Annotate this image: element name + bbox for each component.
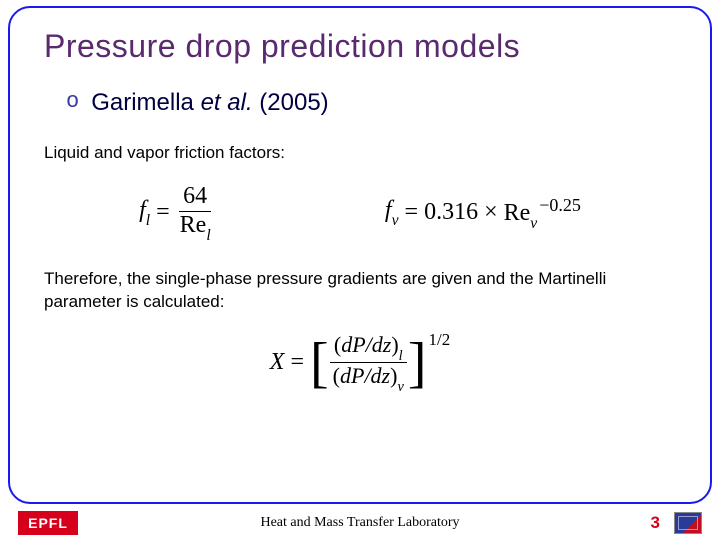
epfl-logo-box: EPFL bbox=[18, 511, 78, 535]
et-al: et al. bbox=[201, 89, 253, 116]
slide-title: Pressure drop prediction models bbox=[44, 28, 676, 65]
equals-sign: = bbox=[290, 349, 304, 376]
eq1-fraction: 64 Rel bbox=[176, 183, 215, 242]
eq3-lhs: X bbox=[270, 349, 285, 376]
author-name: Garimella bbox=[91, 89, 194, 116]
lab-logo-icon bbox=[674, 512, 702, 534]
equation-fl: fl = 64 Rel bbox=[139, 183, 215, 242]
footer-right: 3 bbox=[651, 512, 702, 534]
eq2-base: Rev−0.25 bbox=[504, 195, 581, 231]
mult-sign: × bbox=[484, 199, 498, 226]
equation-X: X = [ (dP/dz)l (dP/dz)v ] 1/2 bbox=[44, 332, 676, 393]
eq2-lhs: fv bbox=[385, 197, 399, 228]
bullet-text: Garimella et al. (2005) bbox=[91, 87, 328, 118]
equals-sign: = bbox=[405, 199, 419, 226]
footer: EPFL Heat and Mass Transfer Laboratory 3 bbox=[0, 506, 720, 540]
year: (2005) bbox=[259, 89, 328, 116]
equals-sign: = bbox=[156, 199, 170, 226]
eq1-lhs: fl bbox=[139, 197, 150, 228]
equation-row-1: fl = 64 Rel fv = 0.316 × Rev−0.25 bbox=[44, 183, 676, 242]
friction-factors-label: Liquid and vapor friction factors: bbox=[44, 142, 676, 165]
eq3-bracket: [ (dP/dz)l (dP/dz)v ] 1/2 bbox=[310, 332, 450, 393]
equation-fv: fv = 0.316 × Rev−0.25 bbox=[385, 195, 581, 231]
footer-lab-name: Heat and Mass Transfer Laboratory bbox=[260, 515, 459, 531]
eq3-exponent: 1/2 bbox=[428, 330, 450, 350]
martinelli-label: Therefore, the single-phase pressure gra… bbox=[44, 268, 676, 314]
slide-frame: Pressure drop prediction models o Garime… bbox=[8, 6, 712, 504]
bullet-marker: o bbox=[66, 87, 79, 118]
eq2-coef: 0.316 bbox=[424, 199, 478, 226]
page-number: 3 bbox=[651, 513, 660, 533]
bullet-item: o Garimella et al. (2005) bbox=[66, 87, 676, 118]
epfl-logo: EPFL bbox=[18, 511, 78, 535]
eq3-fraction: (dP/dz)l (dP/dz)v bbox=[329, 332, 408, 393]
